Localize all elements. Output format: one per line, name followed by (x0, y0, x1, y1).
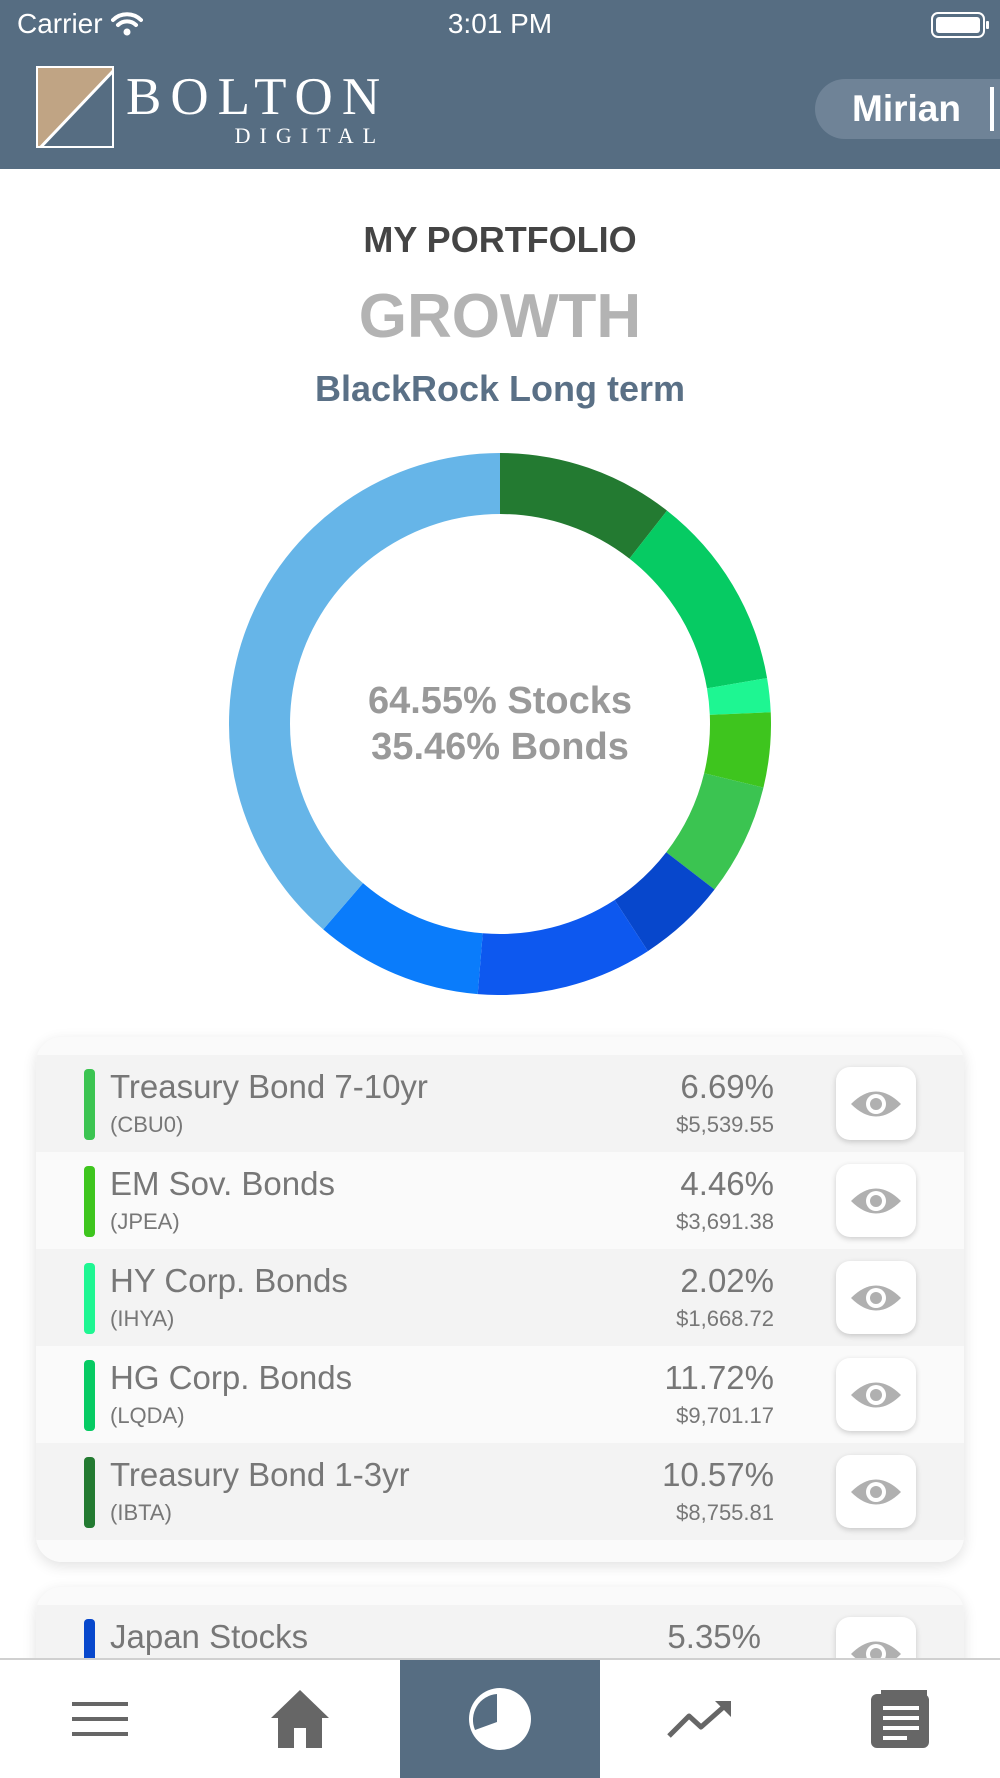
holding-row[interactable]: HG Corp. Bonds (LQDA) 11.72% $9,701.17 (36, 1346, 964, 1443)
view-holding-button[interactable] (836, 1358, 916, 1431)
eye-icon (851, 1091, 901, 1116)
donut-segment (706, 678, 771, 715)
holding-percent: 10.57% (662, 1456, 774, 1493)
holding-amount: $3,691.38 (676, 1209, 774, 1234)
holding-percent: 6.69% (680, 1068, 774, 1105)
view-holding-button[interactable] (836, 1455, 916, 1528)
view-holding-button[interactable] (836, 1067, 916, 1140)
holding-name: EM Sov. Bonds (110, 1165, 335, 1202)
tab-portfolio[interactable] (400, 1660, 600, 1778)
holding-ticker: (IHYA) (110, 1306, 175, 1331)
tab-documents[interactable] (800, 1660, 1000, 1778)
holding-percent: 5.35% (667, 1618, 761, 1655)
document-icon (871, 1690, 929, 1748)
donut-segment (614, 852, 715, 952)
tab-menu[interactable] (0, 1660, 200, 1778)
portfolio-fund: BlackRock Long term (314, 368, 686, 409)
holding-amount: $8,755.81 (676, 1500, 774, 1525)
donut-segment (477, 899, 648, 995)
holding-color-bar (84, 1360, 95, 1431)
home-icon (271, 1690, 329, 1748)
user-name: Mirian (852, 88, 961, 129)
user-menu-button[interactable]: Mirian (815, 79, 1000, 139)
holding-amount: $1,668.72 (676, 1306, 774, 1331)
holding-amount: $5,539.55 (676, 1112, 774, 1137)
holding-color-bar (84, 1619, 95, 1690)
menu-icon (72, 1702, 128, 1736)
logo-wordmark: BOLTON (126, 68, 390, 126)
holding-percent: 2.02% (680, 1262, 774, 1299)
holding-name: HY Corp. Bonds (110, 1262, 348, 1299)
view-holding-button[interactable] (836, 1164, 916, 1237)
bonds-percentage: 35.46% Bonds (371, 726, 629, 768)
allocation-donut-chart (229, 453, 771, 995)
stocks-percentage: 64.55% Stocks (367, 680, 633, 722)
battery-icon (931, 12, 989, 38)
holding-name: Japan Stocks (110, 1618, 309, 1655)
holding-row[interactable]: Treasury Bond 1-3yr (IBTA) 10.57% $8,755… (36, 1443, 964, 1540)
portfolio-name: GROWTH (358, 282, 642, 351)
eye-icon (851, 1188, 901, 1213)
app-header: Carrier 3:01 PM BOLTON DIGITAL Mirian (0, 0, 1000, 169)
holding-amount: $9,701.17 (676, 1403, 774, 1428)
holding-row[interactable]: HY Corp. Bonds (IHYA) 2.02% $1,668.72 (36, 1249, 964, 1346)
donut-segment (500, 453, 668, 559)
view-holding-button[interactable] (836, 1261, 916, 1334)
donut-segment (229, 453, 500, 930)
logo-subtitle: DIGITAL (234, 123, 386, 148)
carrier-status: Carrier (17, 8, 143, 40)
tab-home[interactable] (200, 1660, 400, 1778)
carrier-label: Carrier (17, 8, 103, 39)
eye-icon (851, 1285, 901, 1310)
holding-color-bar (84, 1069, 95, 1140)
holding-ticker: (IBTA) (110, 1500, 172, 1525)
clock: 3:01 PM (447, 8, 553, 39)
pie-chart-icon (469, 1688, 531, 1750)
trending-up-icon (667, 1701, 731, 1738)
wifi-icon (110, 12, 143, 36)
donut-segment (323, 883, 483, 995)
donut-segment (704, 712, 771, 788)
holding-name: HG Corp. Bonds (110, 1359, 353, 1396)
holding-row[interactable]: EM Sov. Bonds (JPEA) 4.46% $3,691.38 (36, 1152, 964, 1249)
donut-segment (629, 510, 768, 689)
eye-icon (851, 1479, 901, 1504)
holding-ticker: (JPEA) (110, 1209, 180, 1234)
holding-color-bar (84, 1457, 95, 1528)
holding-percent: 4.46% (680, 1165, 774, 1202)
holding-color-bar (84, 1166, 95, 1237)
holding-color-bar (84, 1263, 95, 1334)
holding-ticker: (LQDA) (110, 1403, 185, 1428)
holding-percent: 11.72% (664, 1359, 774, 1396)
holding-ticker: (CBU0) (110, 1112, 184, 1137)
holding-name: Treasury Bond 1-3yr (110, 1456, 410, 1493)
eye-icon (851, 1382, 901, 1407)
tab-performance[interactable] (600, 1660, 800, 1778)
bond-holdings-card: Treasury Bond 7-10yr (CBU0) 6.69% $5,539… (36, 1037, 964, 1562)
logo-mark (36, 66, 114, 148)
portfolio-label: MY PORTFOLIO (363, 219, 637, 260)
bolton-logo[interactable]: BOLTON DIGITAL (36, 66, 389, 152)
status-bar: Carrier 3:01 PM (0, 0, 1000, 52)
bottom-tab-bar (0, 1658, 1000, 1778)
holding-name: Treasury Bond 7-10yr (110, 1068, 428, 1105)
donut-segment (666, 773, 764, 890)
holding-row[interactable]: Treasury Bond 7-10yr (CBU0) 6.69% $5,539… (36, 1055, 964, 1152)
